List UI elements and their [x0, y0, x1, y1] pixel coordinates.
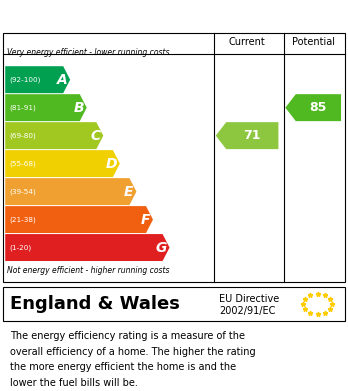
Text: 85: 85 — [310, 101, 327, 114]
Text: Very energy efficient - lower running costs: Very energy efficient - lower running co… — [7, 48, 169, 57]
Polygon shape — [5, 206, 153, 233]
Text: C: C — [90, 129, 101, 143]
Text: (39-54): (39-54) — [9, 188, 36, 195]
Text: (92-100): (92-100) — [9, 76, 41, 83]
Text: Not energy efficient - higher running costs: Not energy efficient - higher running co… — [7, 267, 169, 276]
Text: Energy Efficiency Rating: Energy Efficiency Rating — [10, 7, 220, 23]
Text: The energy efficiency rating is a measure of the: The energy efficiency rating is a measur… — [10, 331, 245, 341]
Text: EU Directive: EU Directive — [219, 294, 279, 305]
Text: (21-38): (21-38) — [9, 216, 36, 223]
Text: A: A — [57, 73, 68, 87]
Text: E: E — [124, 185, 134, 199]
Text: (55-68): (55-68) — [9, 160, 36, 167]
Text: (69-80): (69-80) — [9, 133, 36, 139]
Text: the more energy efficient the home is and the: the more energy efficient the home is an… — [10, 362, 237, 373]
Polygon shape — [5, 178, 136, 205]
Polygon shape — [216, 122, 278, 149]
Text: Current: Current — [229, 37, 266, 47]
Text: (81-91): (81-91) — [9, 104, 36, 111]
Text: (1-20): (1-20) — [9, 244, 32, 251]
Text: D: D — [105, 157, 117, 170]
Polygon shape — [5, 122, 103, 149]
Text: 71: 71 — [244, 129, 261, 142]
Text: F: F — [141, 213, 150, 226]
Polygon shape — [5, 150, 120, 177]
Text: B: B — [73, 100, 84, 115]
Polygon shape — [5, 94, 87, 121]
Text: G: G — [156, 240, 167, 255]
Text: 2002/91/EC: 2002/91/EC — [219, 306, 276, 316]
Text: Potential: Potential — [292, 37, 335, 47]
Polygon shape — [285, 94, 341, 121]
Text: overall efficiency of a home. The higher the rating: overall efficiency of a home. The higher… — [10, 347, 256, 357]
Text: England & Wales: England & Wales — [10, 295, 180, 313]
Polygon shape — [5, 234, 169, 261]
Polygon shape — [5, 66, 70, 93]
Text: lower the fuel bills will be.: lower the fuel bills will be. — [10, 378, 138, 388]
